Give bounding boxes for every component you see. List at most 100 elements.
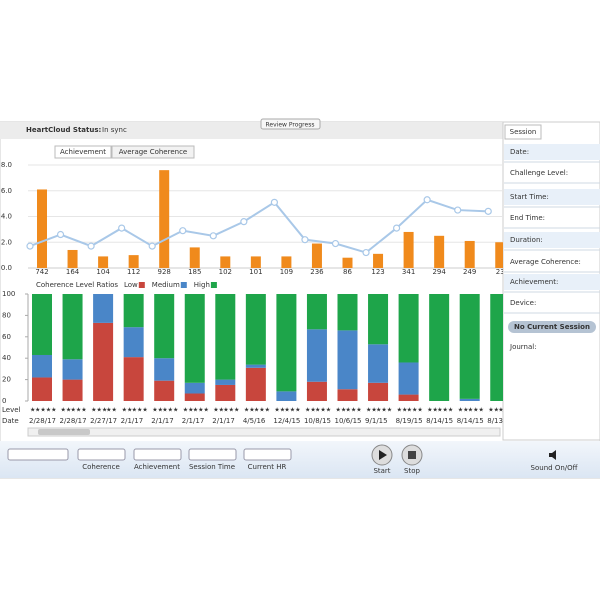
coherence-point	[26, 242, 34, 250]
bar	[403, 231, 414, 268]
coherence-point	[423, 196, 431, 204]
level-stars-empty: ★★★	[284, 407, 300, 414]
stack-segment	[62, 359, 83, 380]
legend-label: Low	[124, 281, 138, 289]
stack-segment	[276, 294, 297, 392]
speaker-icon[interactable]	[549, 450, 556, 460]
legend-swatch	[180, 282, 187, 288]
y-tick-label: 40	[2, 354, 11, 362]
date-label: 8/14/15	[426, 417, 453, 425]
score-label: 112	[127, 268, 140, 276]
y-tick-label: 100	[2, 290, 15, 298]
stack-segment	[154, 380, 175, 401]
tab[interactable]	[54, 145, 112, 159]
bar	[464, 240, 475, 268]
level-stars-empty: ★★★	[376, 407, 392, 414]
field-label: Challenge Level:	[510, 169, 568, 177]
date-label: 8/13/15	[487, 417, 514, 425]
level-stars-empty: ★★★	[407, 407, 423, 414]
y-tick-label: 60	[2, 333, 11, 341]
stack-segment	[429, 294, 450, 401]
stack-segment	[245, 294, 266, 365]
scrollbar[interactable]	[27, 427, 501, 437]
level-stars: ★★	[213, 407, 224, 414]
level-stars-empty: ★★★	[162, 407, 178, 414]
level-stars: ★★	[458, 407, 469, 414]
bar	[67, 249, 78, 268]
bar	[281, 256, 292, 268]
field-label: Achievement	[134, 463, 180, 471]
scroll-thumb[interactable]	[38, 429, 90, 435]
start-label[interactable]: Start	[373, 467, 390, 475]
legend-swatch	[138, 282, 145, 288]
stack-segment	[245, 364, 266, 368]
date-label: 2/27/17	[90, 417, 117, 425]
stop-label[interactable]: Stop	[404, 467, 420, 475]
review-button[interactable]	[260, 118, 321, 130]
tab[interactable]	[111, 145, 195, 159]
level-stars: ★★	[244, 407, 255, 414]
level-stars-empty: ★★★	[498, 407, 514, 414]
level-stars-empty: ★★★	[132, 407, 148, 414]
level-stars-empty: ★★★	[346, 407, 362, 414]
field-strip	[504, 189, 600, 205]
stack-segment	[215, 384, 236, 401]
score-label: 123	[371, 268, 384, 276]
date-label: 4/5/16	[243, 417, 266, 425]
date-label: 10/8/15	[304, 417, 331, 425]
field-label: Achievement:	[510, 278, 558, 286]
level-stars-empty: ★★★	[254, 407, 270, 414]
level-stars: ★★	[152, 407, 163, 414]
stack-segment	[337, 294, 358, 331]
stack-segment	[62, 379, 83, 401]
score-label: 294	[432, 268, 446, 276]
y-tick-label: 20	[2, 376, 11, 384]
level-stars: ★★	[336, 407, 347, 414]
stack-segment	[490, 294, 503, 401]
field-label: Start Time:	[510, 193, 549, 201]
coherence-point	[87, 242, 95, 250]
level-stars: ★★	[61, 407, 72, 414]
input-box	[243, 448, 292, 461]
review-button-label[interactable]: Review Progress	[266, 122, 315, 129]
date-label: Date	[2, 417, 19, 425]
date-label: 12/4/15	[273, 417, 300, 425]
score-label: 104	[96, 268, 110, 276]
y-tick-label: 6.0	[1, 187, 12, 195]
date-label: 2/28/17	[60, 417, 87, 425]
coherence-point	[454, 206, 462, 214]
level-stars-empty: ★★★	[223, 407, 239, 414]
stack-segment	[306, 381, 327, 401]
score-label: 86	[343, 268, 352, 276]
level-label: Level	[2, 406, 21, 414]
coherence-point	[240, 218, 248, 226]
field-strip	[504, 274, 600, 290]
y-tick-label: 2.0	[1, 238, 12, 246]
session-tab-label[interactable]: Session	[510, 128, 537, 136]
score-label: 101	[249, 268, 262, 276]
level-stars: ★★	[427, 407, 438, 414]
tab-label[interactable]: Average Coherence	[119, 148, 188, 156]
bar	[189, 247, 200, 268]
level-stars: ★★	[183, 407, 194, 414]
coherence-point	[148, 242, 156, 250]
field-label: Date:	[510, 148, 529, 156]
stack-segment	[398, 362, 419, 395]
stack-segment	[306, 329, 327, 382]
stack-segment	[459, 398, 480, 401]
stack-segment	[154, 294, 175, 359]
date-label: 2/1/17	[212, 417, 235, 425]
tab-label[interactable]: Achievement	[60, 148, 106, 156]
stack-segment	[337, 330, 358, 390]
level-stars-empty: ★★★	[437, 407, 453, 414]
status-label: HeartCloud Status:	[26, 126, 102, 134]
stack-segment	[62, 294, 83, 360]
stack-segment	[398, 294, 419, 363]
legend-label: High	[194, 281, 210, 289]
sound-label[interactable]: Sound On/Off	[531, 464, 578, 472]
level-stars: ★★	[274, 407, 285, 414]
level-stars: ★★	[305, 407, 316, 414]
y-tick-label: 4.0	[1, 213, 12, 221]
session-tab[interactable]	[504, 124, 542, 140]
status-bar	[0, 122, 503, 139]
